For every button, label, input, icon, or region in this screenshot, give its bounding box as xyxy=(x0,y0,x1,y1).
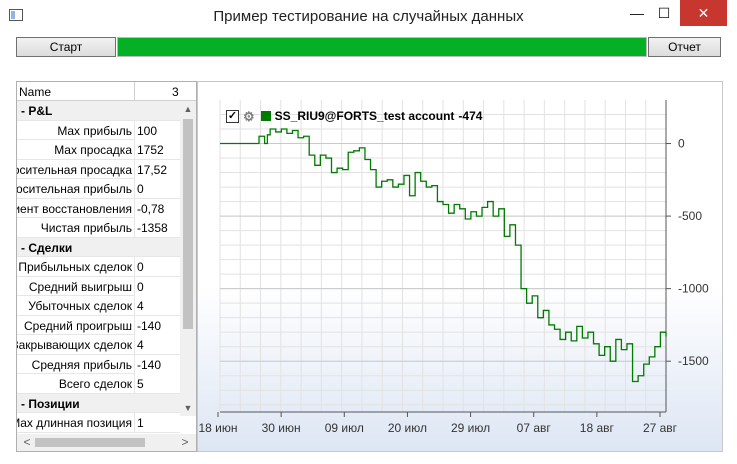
property-value[interactable]: 100 xyxy=(134,120,180,140)
grid-row[interactable]: Коэффициент восстановления-0,78 xyxy=(17,198,180,218)
property-value[interactable]: 1752 xyxy=(134,140,180,159)
y-tick-label: -1000 xyxy=(678,282,709,296)
series-color-swatch xyxy=(260,111,271,121)
grid-header-name[interactable]: Name xyxy=(19,85,52,99)
minimize-button[interactable]: — xyxy=(630,5,644,21)
chart-legend: ✓ ⚙ SS_RIU9@FORTS_test account -474 xyxy=(226,108,482,124)
property-name: Чистая прибыль xyxy=(40,221,132,235)
property-value[interactable]: -0,78 xyxy=(134,198,180,218)
x-tick-label: 29 июл xyxy=(451,421,490,435)
x-tick-label: 20 июл xyxy=(388,421,427,435)
grid-row[interactable]: Средний выигрыш 0 xyxy=(17,276,180,296)
scroll-down-icon[interactable]: ▼ xyxy=(183,403,193,413)
title-bar[interactable]: Пример тестирование на случайных данных … xyxy=(0,0,737,33)
property-value[interactable]: 1 xyxy=(134,413,180,432)
grid-row[interactable]: Всего сделок 5 xyxy=(17,374,180,394)
property-value[interactable]: 4 xyxy=(134,296,180,315)
report-button[interactable]: Отчет xyxy=(648,37,721,57)
horizontal-scrollbar[interactable]: < > xyxy=(17,434,196,451)
property-name: Средняя прибыль xyxy=(31,357,132,372)
y-tick-label: -500 xyxy=(678,209,702,223)
progress-bar xyxy=(117,37,647,57)
property-value[interactable]: 5 xyxy=(134,374,180,393)
property-name: Закрывающих сделок xyxy=(16,338,132,352)
column-splitter[interactable] xyxy=(134,82,135,101)
grid-row[interactable]: Убыточных сделок 4 xyxy=(17,296,180,316)
property-name: Прибыльных сделок xyxy=(18,260,132,274)
grid-row[interactable]: Чистая прибыль -1358 xyxy=(17,218,180,238)
property-name: Убыточных сделок xyxy=(28,299,132,313)
property-value[interactable]: -140 xyxy=(134,315,180,335)
grid-category[interactable]: - Позиции xyxy=(17,393,180,413)
category-label: - Позиции xyxy=(21,396,80,411)
grid-row[interactable]: Max прибыль 100 xyxy=(17,120,180,140)
property-value[interactable]: 17,52 xyxy=(134,159,180,179)
x-tick-label: 18 июн xyxy=(198,421,237,435)
gear-icon[interactable]: ⚙ xyxy=(243,108,255,124)
property-name: Относительная просадка xyxy=(17,162,132,177)
property-name: Max длинная позиция xyxy=(16,416,132,430)
property-value[interactable]: -1358 xyxy=(134,218,180,237)
grid-row[interactable]: Max просадка 1752 xyxy=(17,140,180,160)
property-name: Относительная прибыль xyxy=(16,182,132,196)
property-name: Всего сделок xyxy=(58,377,132,391)
x-tick-label: 18 авг xyxy=(580,421,615,435)
equity-chart[interactable]: 0 -500 -1000 -1500 18 июн 30 июн 09 июл 20 июл 2… xyxy=(197,81,723,452)
grid-row[interactable]: Max длинная позиция 1 xyxy=(17,413,180,433)
property-name: Max прибыль xyxy=(57,123,132,138)
app-icon[interactable] xyxy=(9,9,23,21)
category-label: - Сделки xyxy=(21,240,73,255)
x-tick-label: 27 авг xyxy=(643,421,678,435)
x-tick-label: 07 авг xyxy=(517,421,552,435)
x-tick-label: 09 июл xyxy=(325,421,364,435)
property-name: Коэффициент восстановления xyxy=(17,201,132,216)
property-value[interactable]: 0 xyxy=(134,276,180,296)
vertical-scroll-thumb[interactable] xyxy=(183,119,193,329)
grid-category[interactable]: - P&L xyxy=(17,101,180,121)
grid-row[interactable]: Средний проигрыш -140 xyxy=(17,315,180,335)
series-visible-checkbox[interactable]: ✓ xyxy=(226,109,239,123)
start-button[interactable]: Старт xyxy=(16,37,116,57)
maximize-button[interactable]: ☐ xyxy=(657,5,671,21)
vertical-scrollbar[interactable]: ▲ ▼ xyxy=(180,101,196,416)
property-name: Средний выигрыш xyxy=(28,279,132,294)
x-tick-label: 30 июн xyxy=(262,421,301,435)
grid-row[interactable]: Средняя прибыль -140 xyxy=(17,354,180,374)
property-name: Max просадка xyxy=(54,143,132,157)
series-label: SS_RIU9@FORTS_test account xyxy=(274,109,455,123)
series-last-value: -474 xyxy=(458,109,483,123)
y-tick-label: 0 xyxy=(678,137,685,151)
property-value[interactable]: -140 xyxy=(134,354,180,374)
grid-row[interactable]: Закрывающих сделок 4 xyxy=(17,335,180,355)
property-value[interactable]: 0 xyxy=(134,179,180,198)
grid-header: Name 3 xyxy=(17,82,196,101)
grid-header-num: 3 xyxy=(172,85,179,99)
property-grid: Name 3 - P&L Max прибыль 100 Max просадка 17… xyxy=(16,81,197,452)
property-value[interactable]: 0 xyxy=(134,257,180,276)
close-button[interactable]: ✕ xyxy=(680,0,727,26)
property-name: Средний проигрыш xyxy=(24,318,132,333)
y-tick-label: -1500 xyxy=(678,354,709,368)
horizontal-scroll-thumb[interactable] xyxy=(35,438,145,447)
series-line xyxy=(220,128,667,383)
grid-row[interactable]: Прибыльных сделок 0 xyxy=(17,257,180,277)
chart-canvas: 0 -500 -1000 -1500 18 июн 30 июн 09 июл 20 июл 2… xyxy=(198,100,709,435)
scroll-right-icon[interactable]: > xyxy=(181,435,189,449)
grid-category[interactable]: - Сделки xyxy=(17,237,180,257)
property-value[interactable]: 4 xyxy=(134,335,180,354)
category-label: - P&L xyxy=(21,104,53,118)
scroll-left-icon[interactable]: < xyxy=(23,435,31,449)
window-title: Пример тестирование на случайных данных xyxy=(213,8,524,25)
scroll-up-icon[interactable]: ▲ xyxy=(183,104,193,114)
